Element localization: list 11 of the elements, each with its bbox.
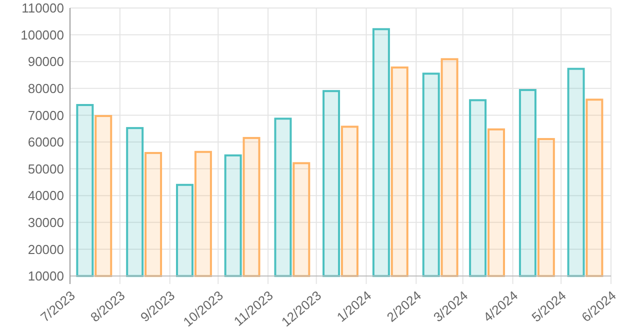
y-tick-label: 100000: [20, 27, 64, 42]
y-tick-label: 50000: [28, 161, 64, 176]
y-tick-label: 60000: [28, 134, 64, 150]
y-tick-label: 40000: [28, 188, 64, 204]
y-tick-label: 90000: [28, 54, 64, 70]
y-tick-label: 20000: [28, 242, 64, 257]
y-tick-label: 80000: [28, 80, 64, 96]
y-tick-label: 110000: [22, 0, 64, 16]
y-tick-label: 10000: [28, 268, 64, 284]
y-tick-label: 30000: [28, 214, 64, 230]
y-tick-label: 70000: [28, 108, 64, 123]
